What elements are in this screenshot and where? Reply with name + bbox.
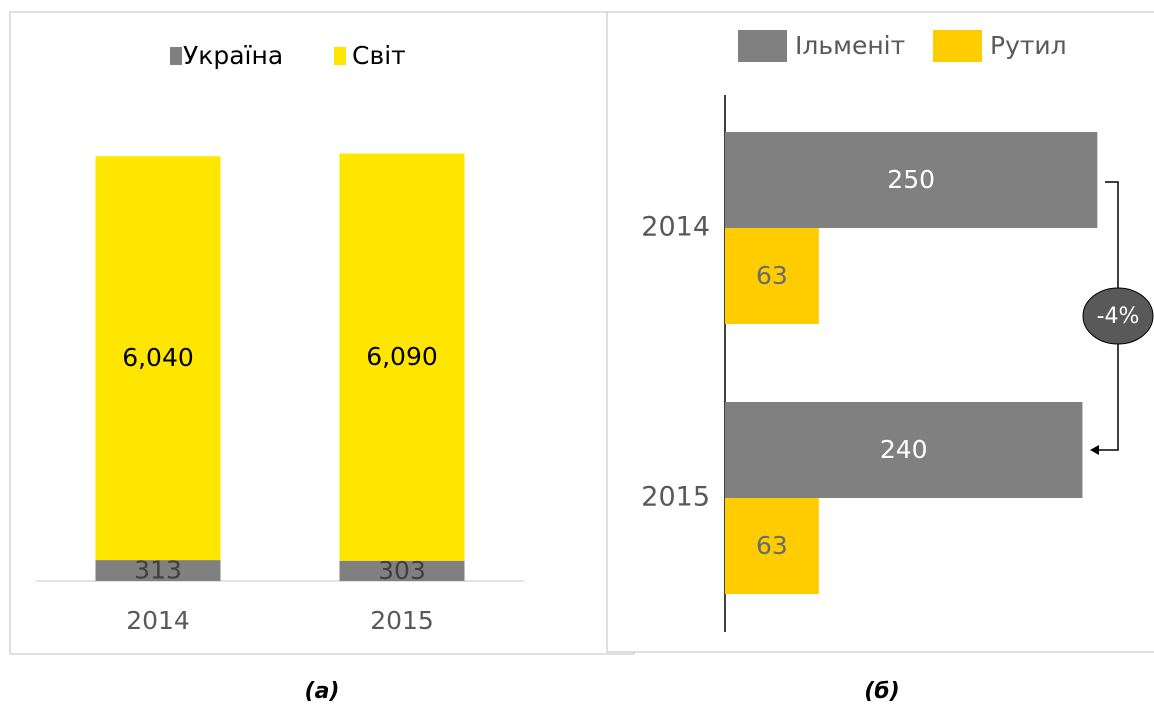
data-label: 6,090 — [366, 342, 438, 371]
caption: (а) — [305, 679, 340, 704]
x-tick-label: 2014 — [126, 606, 190, 635]
legend-swatch — [170, 47, 182, 65]
data-label: 6,040 — [122, 343, 194, 372]
bar-segment — [339, 560, 465, 581]
bar — [725, 132, 1098, 228]
y-tick-label: 2015 — [641, 482, 710, 513]
frame-b — [606, 11, 1154, 653]
legend-label: Україна — [183, 41, 283, 70]
bar-segment — [339, 153, 465, 561]
bar-segment — [95, 156, 221, 561]
data-label: 250 — [887, 165, 935, 194]
legend-swatch — [334, 47, 346, 65]
data-label: 313 — [134, 556, 182, 585]
x-tick-label: 2015 — [370, 606, 434, 635]
legend-label: Світ — [352, 41, 406, 70]
annotation-bubble — [1082, 287, 1154, 345]
arrow-head — [1090, 445, 1099, 455]
bar — [725, 228, 819, 324]
data-label: 63 — [756, 531, 788, 560]
caption: (б) — [864, 679, 899, 704]
legend-label: Ільменіт — [795, 31, 905, 60]
annotation: -4% — [1097, 304, 1140, 329]
bar — [725, 402, 1083, 498]
data-label: 240 — [880, 435, 928, 464]
legend-swatch — [933, 30, 982, 62]
y-tick-label: 2014 — [641, 212, 710, 243]
bar — [725, 498, 819, 594]
legend-swatch — [738, 30, 787, 62]
legend-label: Рутил — [990, 31, 1067, 60]
bar-segment — [95, 560, 221, 581]
data-label: 63 — [756, 261, 788, 290]
